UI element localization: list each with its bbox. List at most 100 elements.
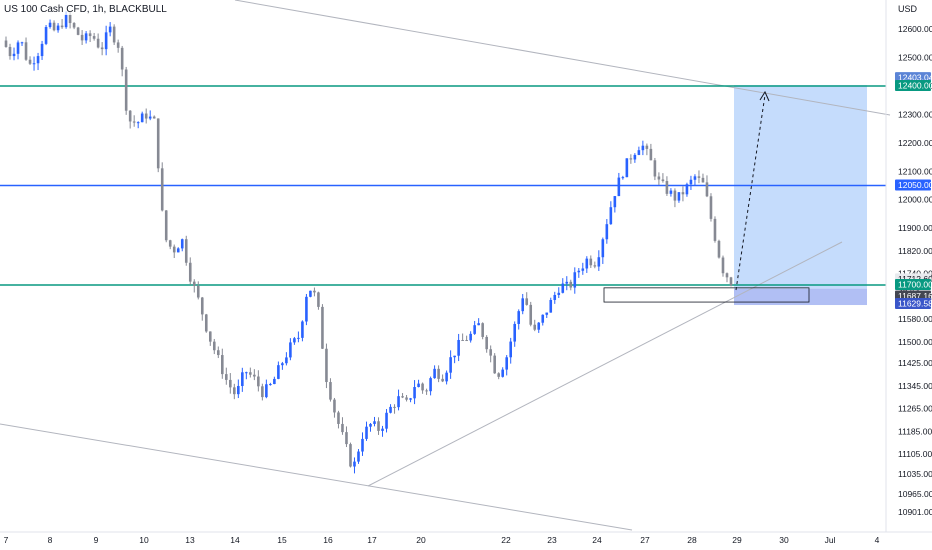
candle-body <box>641 145 645 151</box>
y-tick-label: 10965.00 <box>898 489 932 499</box>
candle-body <box>192 281 196 286</box>
candle-body <box>196 285 200 298</box>
candle-body <box>649 148 653 161</box>
candle-body <box>172 246 176 253</box>
projection-dashed-line[interactable] <box>735 94 766 291</box>
projection-arrow[interactable] <box>735 90 770 291</box>
level-badge-11700.00: 11700.00 <box>898 280 932 290</box>
candle-body <box>537 322 541 330</box>
candle-body <box>405 397 408 400</box>
candle-body <box>176 248 180 253</box>
time-axis[interactable]: 7 8 9 10 13 14 15 16 17 20 22 23 24 27 28 29 30 Jul 4 <box>4 535 880 545</box>
candle-body <box>441 378 444 382</box>
y-tick-label: 11500.00 <box>898 337 932 347</box>
level-badge-12400.00-bg <box>895 80 931 91</box>
upper-trend-line[interactable] <box>234 0 891 116</box>
x-tick-label: 23 <box>547 535 557 545</box>
candle-body <box>305 296 308 322</box>
candle-body <box>68 14 72 24</box>
candle-body <box>449 357 452 373</box>
candle-body <box>713 218 717 241</box>
horizontal-levels[interactable] <box>0 85 886 303</box>
x-tick-label: 14 <box>230 535 240 545</box>
target-zone[interactable] <box>734 85 867 289</box>
candle-body <box>329 382 332 400</box>
y-tick-label: 11345.00 <box>898 381 932 391</box>
candle-body <box>289 342 292 358</box>
candle-body <box>493 355 496 374</box>
candle-body <box>593 265 597 267</box>
trend-lines[interactable] <box>0 0 891 531</box>
candle-body <box>233 387 236 395</box>
candle-body <box>665 181 669 194</box>
candle-body <box>321 306 324 349</box>
target-price-badge: 12403.04 <box>898 73 932 83</box>
candle-body <box>401 396 404 398</box>
candle-body <box>273 378 276 385</box>
candle-body <box>469 333 472 341</box>
candle-body <box>208 331 212 342</box>
x-tick-label: 22 <box>501 535 511 545</box>
price-axis-labels: 12403.0411712.6038:4311687.1611629.58124… <box>895 72 932 310</box>
candle-body <box>112 26 116 43</box>
candle-body <box>477 323 480 326</box>
candle-body <box>361 438 364 452</box>
candle-body <box>721 257 725 274</box>
candle-body <box>156 118 160 169</box>
candle-body <box>365 426 368 439</box>
candle-body <box>132 121 136 123</box>
candle-body <box>385 412 388 429</box>
last-price-badge: 11712.60 <box>898 274 932 284</box>
candle-body <box>341 423 344 433</box>
candle-body <box>136 122 140 124</box>
candlestick-series <box>4 11 733 474</box>
candle-body <box>485 336 488 350</box>
candle-body <box>661 179 665 182</box>
candle-body <box>293 338 296 343</box>
candle-body <box>429 378 432 392</box>
candle-body <box>237 385 240 395</box>
lower-channel-line[interactable] <box>0 423 633 531</box>
candle-body <box>413 387 416 399</box>
candle-body <box>709 196 713 219</box>
x-tick-label: 10 <box>139 535 149 545</box>
candle-body <box>72 23 76 28</box>
candle-body <box>425 390 428 392</box>
stop-zone[interactable] <box>734 288 867 306</box>
y-tick-label: 11035.00 <box>898 469 932 479</box>
candle-body <box>180 239 184 249</box>
rising-trend-line[interactable] <box>367 241 843 487</box>
candle-body <box>184 239 188 263</box>
entry-box[interactable] <box>603 287 810 303</box>
candle-body <box>417 383 420 388</box>
candle-body <box>373 421 376 424</box>
candle-body <box>729 277 733 286</box>
candle-body <box>124 69 128 111</box>
long-position-zones[interactable] <box>734 85 867 306</box>
candle-body <box>20 42 24 44</box>
candle-body <box>513 323 517 342</box>
candle-body <box>144 113 148 119</box>
level-badge-11700.00-bg <box>895 279 931 290</box>
y-tick-label: 12200.00 <box>898 138 932 148</box>
y-tick-label: 11900.00 <box>898 223 932 233</box>
candle-body <box>241 372 244 386</box>
candle-body <box>12 53 16 57</box>
symbol-title[interactable]: US 100 Cash CFD, 1h, BLACKBULL <box>4 4 167 15</box>
candle-body <box>92 36 96 39</box>
candle-body <box>44 27 48 44</box>
candle-body <box>521 298 525 312</box>
x-tick-label: 13 <box>185 535 195 545</box>
level-badge-12400.00: 12400.00 <box>898 81 932 91</box>
candle-body <box>249 372 252 375</box>
candle-body <box>501 369 504 377</box>
x-tick-label: Jul <box>825 535 836 545</box>
candle-body <box>128 110 132 122</box>
candle-body <box>353 461 356 467</box>
candle-body <box>629 158 633 160</box>
candle-body <box>245 372 248 374</box>
candle-body <box>565 281 569 284</box>
candle-body <box>261 386 264 398</box>
candle-body <box>481 323 484 337</box>
